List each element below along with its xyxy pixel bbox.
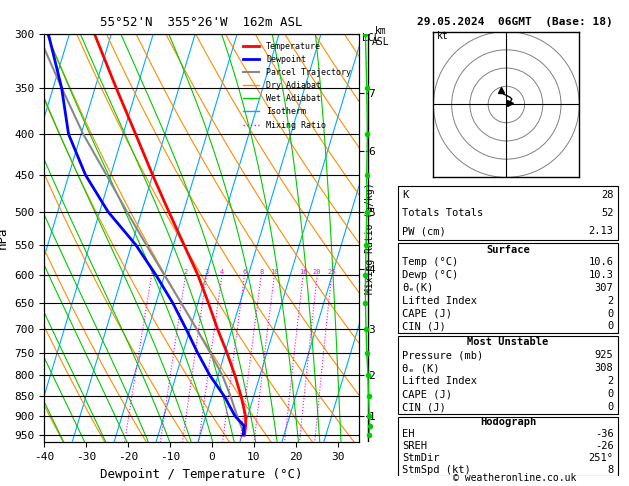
Text: Lifted Index: Lifted Index [403,296,477,306]
Text: 10: 10 [270,269,279,275]
Text: CAPE (J): CAPE (J) [403,309,452,319]
Text: 29.05.2024  06GMT  (Base: 18): 29.05.2024 06GMT (Base: 18) [416,17,613,27]
Text: K: K [403,191,409,200]
Text: Surface: Surface [486,244,530,255]
Text: 0: 0 [607,389,613,399]
Text: 16: 16 [299,269,308,275]
Text: CAPE (J): CAPE (J) [403,389,452,399]
Text: 4: 4 [220,269,224,275]
Text: 8: 8 [607,465,613,475]
Bar [398,417,618,476]
Text: 251°: 251° [589,453,613,463]
Text: EH: EH [403,430,415,439]
Text: Mixing Ratio (g/kg): Mixing Ratio (g/kg) [365,182,375,294]
X-axis label: Dewpoint / Temperature (°C): Dewpoint / Temperature (°C) [100,468,303,481]
Text: CIN (J): CIN (J) [403,321,446,331]
Text: CIN (J): CIN (J) [403,402,446,412]
Text: 6: 6 [242,269,247,275]
Text: Totals Totals: Totals Totals [403,208,484,218]
Title: 55°52'N  355°26'W  162m ASL: 55°52'N 355°26'W 162m ASL [100,16,303,29]
Text: Lifted Index: Lifted Index [403,376,477,386]
Text: -26: -26 [595,441,613,451]
Y-axis label: km
ASL: km ASL [372,26,389,48]
Text: Most Unstable: Most Unstable [467,337,548,347]
Text: 0: 0 [607,321,613,331]
Text: PW (cm): PW (cm) [403,226,446,236]
Text: Dewp (°C): Dewp (°C) [403,270,459,280]
Text: 52: 52 [601,208,613,218]
Text: 2: 2 [184,269,187,275]
Text: Hodograph: Hodograph [480,417,536,428]
Text: 2: 2 [607,296,613,306]
Text: 0: 0 [607,402,613,412]
Text: 25: 25 [327,269,336,275]
Text: 20: 20 [313,269,321,275]
Legend: Temperature, Dewpoint, Parcel Trajectory, Dry Adiabat, Wet Adiabat, Isotherm, Mi: Temperature, Dewpoint, Parcel Trajectory… [240,38,354,133]
Bar [398,336,618,414]
Text: 307: 307 [595,283,613,293]
Text: LCL: LCL [362,33,379,43]
Text: Pressure (mb): Pressure (mb) [403,350,484,360]
Text: Temp (°C): Temp (°C) [403,258,459,267]
Text: © weatheronline.co.uk: © weatheronline.co.uk [453,473,576,483]
Text: -36: -36 [595,430,613,439]
Text: 10.3: 10.3 [589,270,613,280]
Text: 8: 8 [259,269,264,275]
Text: StmDir: StmDir [403,453,440,463]
Text: 2: 2 [607,376,613,386]
Text: 308: 308 [595,363,613,373]
Text: θₑ (K): θₑ (K) [403,363,440,373]
Y-axis label: hPa: hPa [0,227,9,249]
Bar [398,243,618,333]
Bar [398,186,618,240]
Text: 1: 1 [150,269,153,275]
Text: θₑ(K): θₑ(K) [403,283,433,293]
Text: kt: kt [437,31,449,41]
Text: 2.13: 2.13 [589,226,613,236]
Text: 0: 0 [607,309,613,319]
Text: SREH: SREH [403,441,427,451]
Text: 28: 28 [601,191,613,200]
Text: StmSpd (kt): StmSpd (kt) [403,465,471,475]
Text: 3: 3 [204,269,209,275]
Text: 10.6: 10.6 [589,258,613,267]
Text: 925: 925 [595,350,613,360]
